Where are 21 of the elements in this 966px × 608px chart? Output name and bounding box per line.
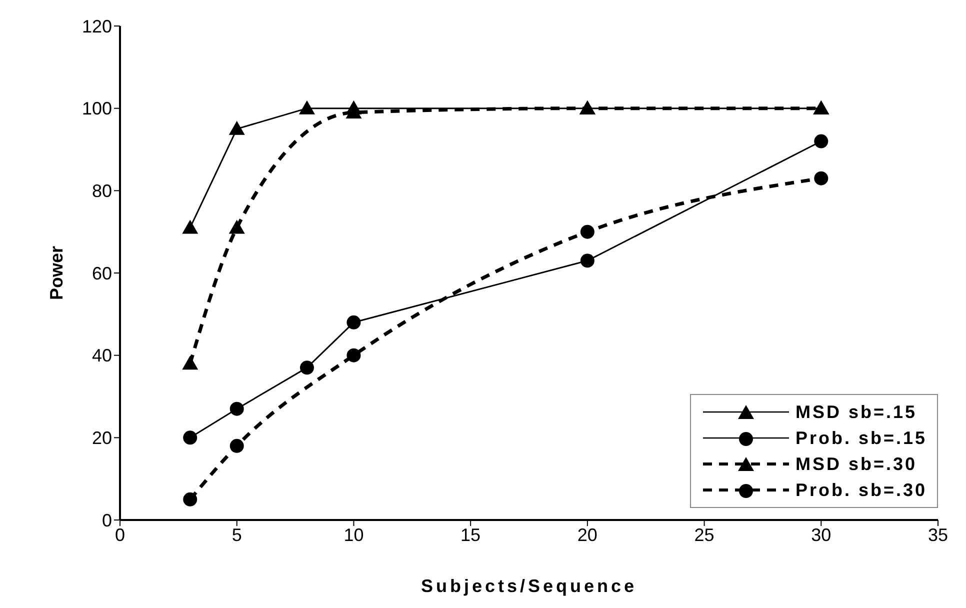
- x-tick-label: 5: [232, 524, 242, 545]
- x-tick-label: 25: [694, 524, 714, 545]
- x-tick-label: 30: [811, 524, 832, 545]
- x-tick-label: 15: [460, 524, 481, 545]
- y-axis-title: Power: [46, 246, 66, 300]
- x-tick-label: 20: [577, 524, 598, 545]
- y-tick-label: 100: [82, 98, 112, 119]
- y-tick-label: 40: [92, 346, 112, 366]
- y-tick-label: 0: [102, 510, 112, 530]
- legend-label: Prob. sb=.30: [795, 480, 927, 500]
- y-tick-label: 120: [82, 16, 112, 36]
- legend-label: MSD sb=.15: [795, 402, 917, 422]
- legend-label: MSD sb=.30: [795, 454, 917, 474]
- x-axis-title: Subjects/Sequence: [420, 576, 638, 596]
- x-tick-label: 10: [344, 524, 364, 545]
- legend-label: Prob. sb=.15: [795, 428, 927, 448]
- x-tick-label: 0: [114, 524, 126, 545]
- y-tick-label: 80: [92, 181, 112, 202]
- y-tick-label: 20: [92, 428, 112, 448]
- x-tick-label: 35: [928, 524, 948, 545]
- y-tick-label: 60: [92, 263, 112, 284]
